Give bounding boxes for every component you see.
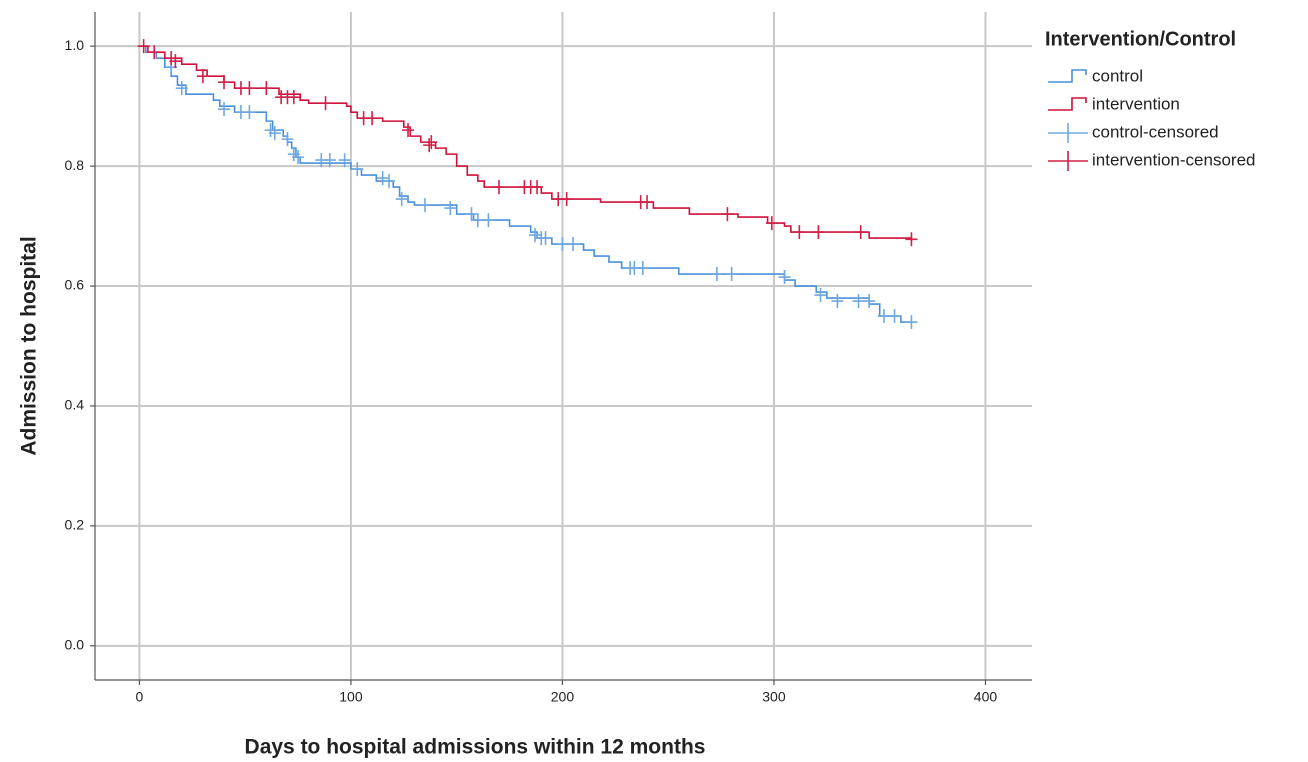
censor-mark xyxy=(218,102,231,117)
censor-mark xyxy=(351,162,364,177)
censor-mark xyxy=(641,195,654,210)
censor-mark xyxy=(852,294,865,309)
censor-mark xyxy=(383,174,396,189)
legend-label: intervention-censored xyxy=(1092,150,1255,169)
legend-label: control xyxy=(1092,66,1143,85)
censor-mark xyxy=(281,132,294,147)
censor-mark xyxy=(196,69,209,84)
censor-mark xyxy=(812,225,825,240)
censor-mark xyxy=(169,54,182,69)
censor-mark xyxy=(778,270,791,285)
censor-mark xyxy=(793,225,806,240)
legend-icon xyxy=(1048,69,1087,83)
censor-mark xyxy=(292,150,305,165)
censor-mark xyxy=(376,171,389,186)
y-axis-label: Admission to hospital xyxy=(18,236,41,455)
censor-mark xyxy=(492,180,505,195)
censor-mark xyxy=(482,213,495,228)
censor-mark xyxy=(831,294,844,309)
x-axis-label: Days to hospital admissions within 12 mo… xyxy=(245,736,706,759)
censor-mark xyxy=(636,261,649,276)
censor-mark xyxy=(268,126,281,141)
censor-mark xyxy=(287,90,300,105)
censor-mark xyxy=(725,267,738,282)
censor-mark xyxy=(539,231,552,246)
legend-label: control-censored xyxy=(1092,122,1219,141)
y-tick-label: 0.0 xyxy=(65,637,85,653)
censor-mark xyxy=(148,45,161,60)
censor-mark xyxy=(218,75,231,90)
censor-mark xyxy=(888,309,901,324)
censor-mark xyxy=(905,315,918,330)
y-tick-label: 0.2 xyxy=(65,517,85,533)
censor-mark xyxy=(137,39,150,54)
legend-icon xyxy=(1048,123,1088,143)
censor-mark xyxy=(243,105,256,120)
censor-mark xyxy=(425,135,438,150)
censor-mark xyxy=(444,201,457,216)
censor-mark xyxy=(710,267,723,282)
censor-mark xyxy=(260,81,273,96)
censor-mark xyxy=(175,81,188,96)
censor-mark xyxy=(323,153,336,168)
censor-mark xyxy=(556,237,569,252)
legend-icon xyxy=(1048,151,1088,171)
censor-mark xyxy=(905,232,918,247)
censor-mark xyxy=(338,153,351,168)
censor-mark xyxy=(531,180,544,195)
censor-mark xyxy=(465,207,478,222)
y-tick-label: 1.0 xyxy=(65,37,85,53)
y-tick-label: 0.6 xyxy=(65,277,85,293)
censor-mark xyxy=(319,96,332,111)
censor-mark xyxy=(366,111,379,126)
censor-mark xyxy=(395,192,408,207)
censor-mark xyxy=(243,81,256,96)
censor-mark xyxy=(765,216,778,231)
x-tick-label: 400 xyxy=(974,689,998,705)
x-tick-label: 100 xyxy=(339,689,363,705)
censor-mark xyxy=(863,294,876,309)
x-tick-label: 300 xyxy=(762,689,786,705)
legend-icon xyxy=(1048,97,1087,111)
censor-mark xyxy=(721,207,734,222)
legend-label: intervention xyxy=(1092,94,1180,113)
censor-mark xyxy=(567,237,580,252)
censor-mark xyxy=(814,288,827,303)
censor-mark xyxy=(402,123,415,138)
censor-mark xyxy=(471,213,484,228)
x-tick-label: 0 xyxy=(136,689,144,705)
censor-mark xyxy=(560,192,573,207)
censor-mark xyxy=(528,228,541,243)
y-tick-label: 0.4 xyxy=(65,397,85,413)
censor-mark xyxy=(854,225,867,240)
legend-title: Intervention/Control xyxy=(1045,28,1236,50)
y-tick-label: 0.8 xyxy=(65,157,85,173)
censor-mark xyxy=(423,138,436,153)
x-tick-label: 200 xyxy=(551,689,575,705)
censor-mark xyxy=(877,309,890,324)
censor-mark xyxy=(418,198,431,213)
survival-line xyxy=(139,45,913,242)
